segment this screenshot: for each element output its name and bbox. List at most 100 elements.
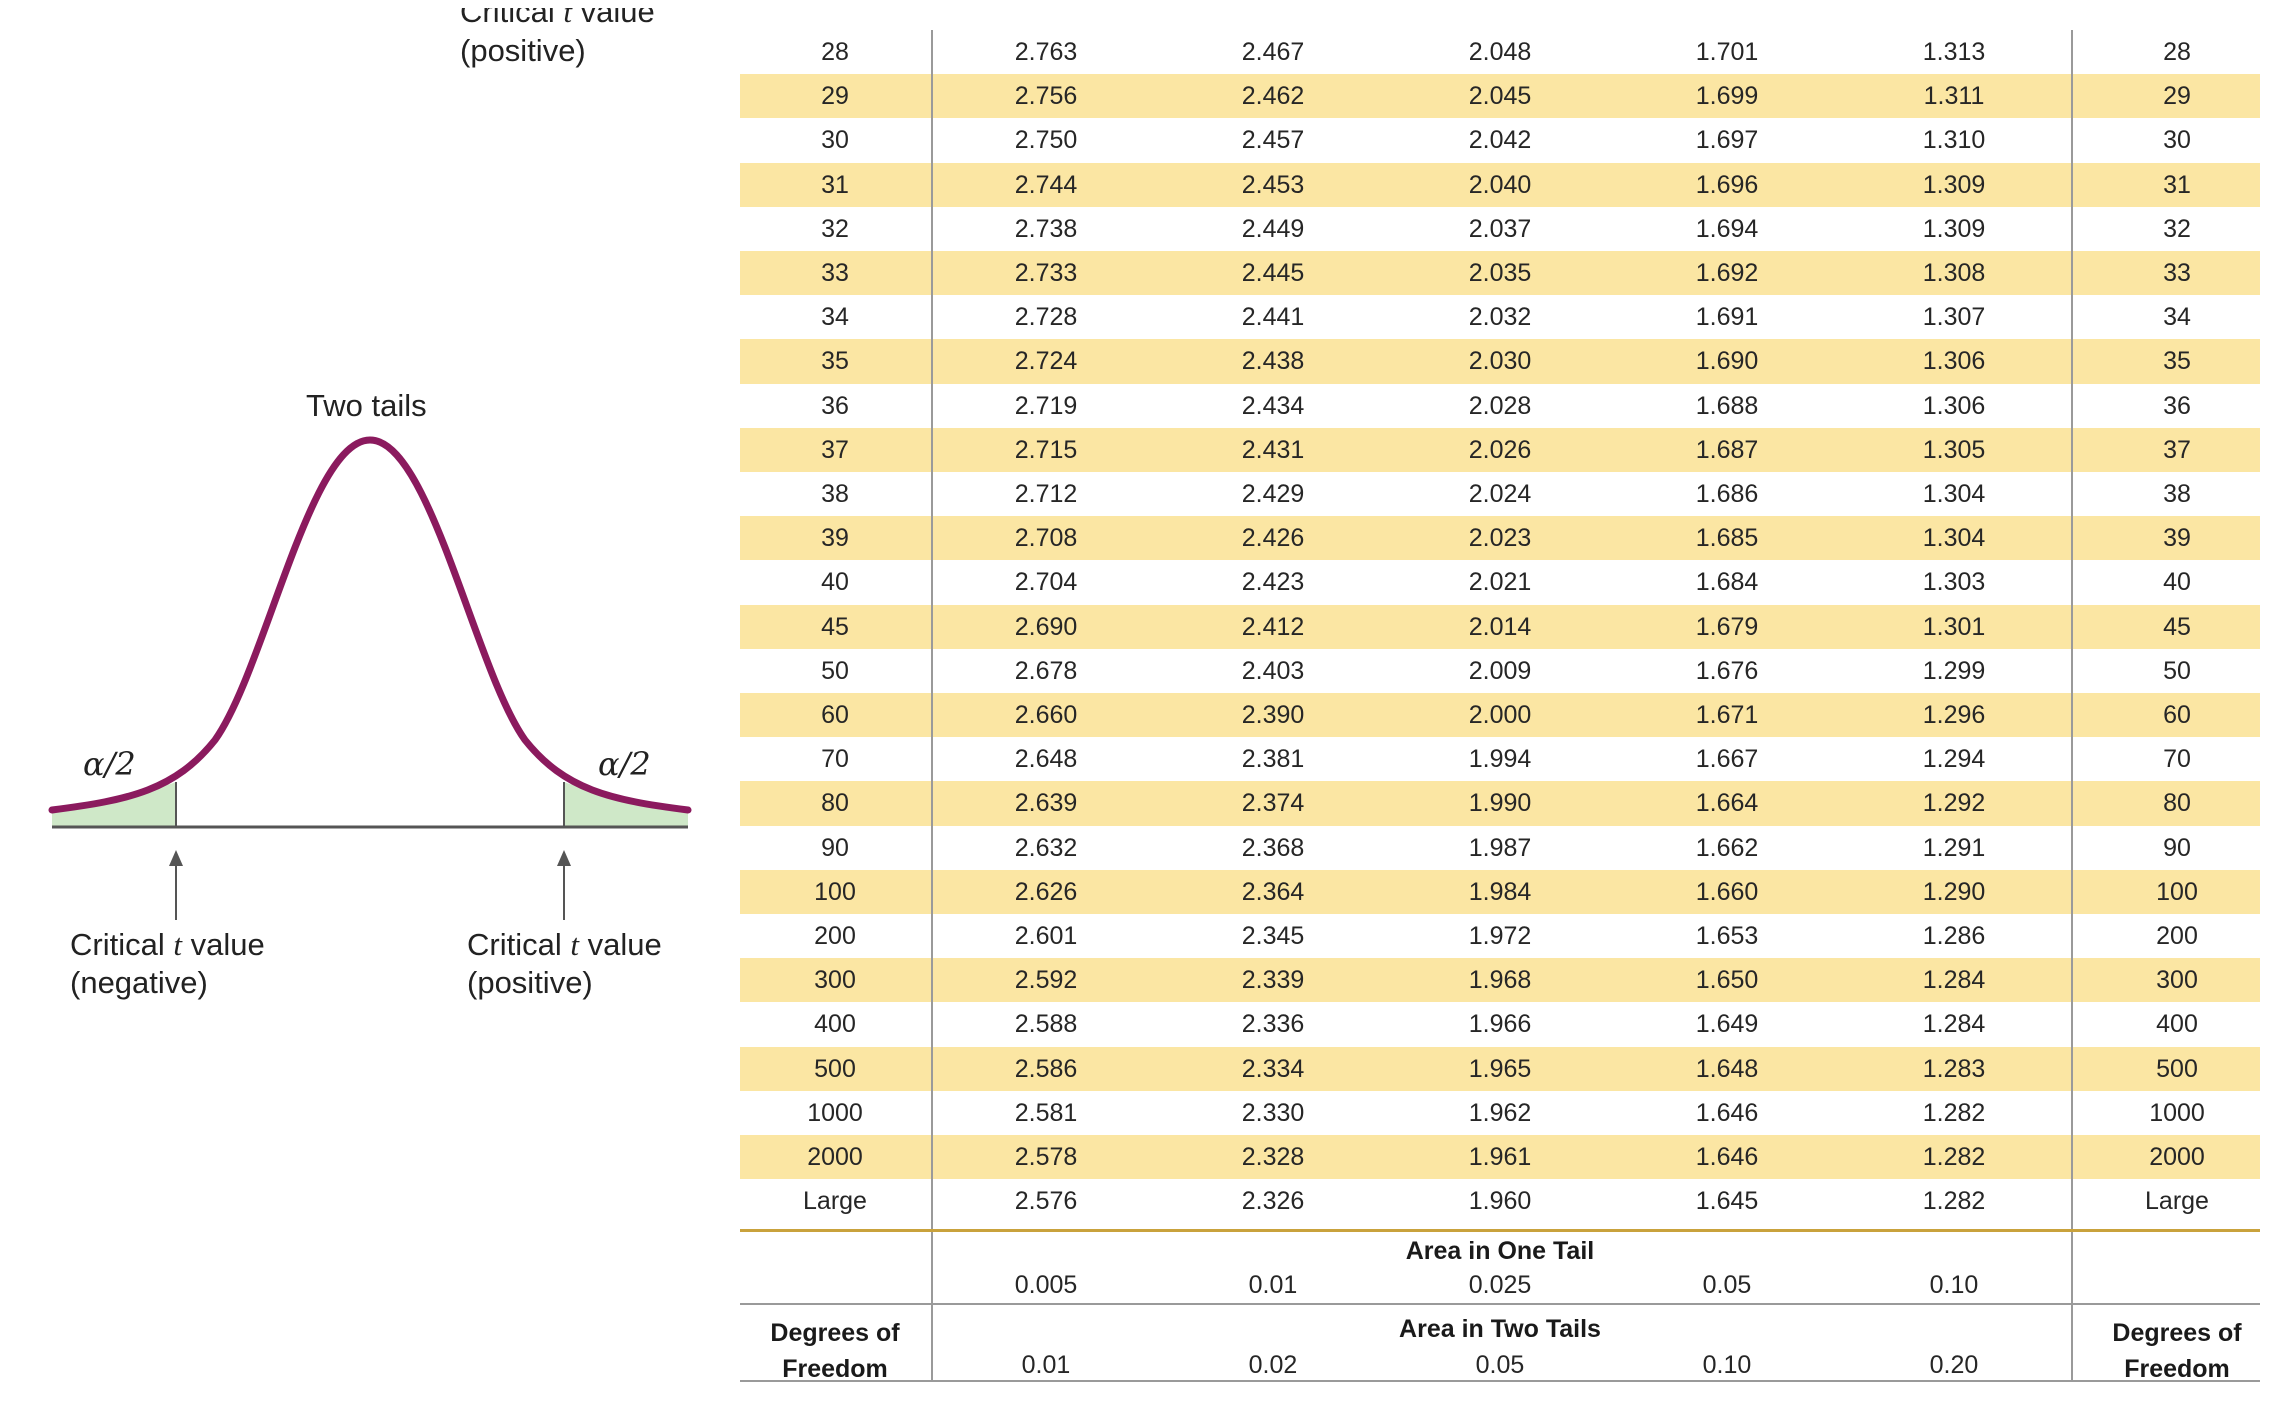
critical-value-cell: 1.307 (1922, 303, 1986, 332)
critical-value-cell: 2.756 (1014, 82, 1078, 111)
df-cell-right: 28 (2163, 38, 2191, 66)
df-cell: 39 (821, 524, 849, 553)
critical-value-cell: 1.687 (1695, 435, 1759, 464)
df-cell-right: 50 (2163, 656, 2191, 685)
df-cell-right: 60 (2163, 701, 2191, 729)
table-row: 200 2.601 2.345 1.972 1.653 1.286 200 (740, 914, 2260, 958)
critical-value-cell: 1.308 (1922, 259, 1986, 287)
table-row: 90 2.632 2.368 1.987 1.662 1.291 90 (740, 826, 2260, 870)
area-one-tail-title: Area in One Tail (1405, 1237, 1595, 1266)
df-cell: 30 (821, 126, 849, 155)
critical-value-cell: 2.704 (1014, 568, 1078, 597)
critical-value-cell: 2.403 (1241, 656, 1305, 685)
two-tail-area-value: 0.02 (1248, 1351, 1298, 1380)
critical-value-cell: 1.685 (1695, 524, 1759, 553)
critical-value-cell: 2.431 (1241, 435, 1305, 464)
df-cell: 37 (821, 435, 849, 464)
critical-value-cell: 1.684 (1695, 568, 1759, 597)
table-row: 45 2.690 2.412 2.014 1.679 1.301 45 (740, 604, 2260, 649)
bell-curve (48, 436, 692, 814)
critical-value-cell: 2.738 (1014, 214, 1078, 243)
critical-value-cell: 2.438 (1241, 347, 1305, 376)
critical-value-cell: 1.299 (1922, 656, 1986, 685)
column-divider-right (2071, 30, 2073, 1382)
table-row: 39 2.708 2.426 2.023 1.685 1.304 39 (740, 516, 2260, 561)
critical-value-cell: 1.649 (1695, 1010, 1759, 1039)
right-arrow-head (557, 850, 571, 866)
degrees-of-freedom-label-left: Degrees of Freedom (725, 1315, 945, 1387)
critical-value-cell: 1.662 (1695, 833, 1759, 862)
critical-value-cell: 1.699 (1695, 82, 1759, 111)
critical-value-cell: 1.691 (1695, 303, 1759, 332)
critical-value-cell: 2.330 (1241, 1098, 1305, 1127)
one-tail-area-value: 0.10 (1929, 1271, 1979, 1300)
df-cell: 2000 (807, 1143, 863, 1171)
critical-value-cell: 2.462 (1241, 82, 1305, 111)
df-cell-right: 32 (2163, 214, 2191, 243)
df-cell: 300 (814, 966, 856, 995)
critical-value-cell: 1.296 (1922, 701, 1986, 729)
critical-value-cell: 1.305 (1922, 435, 1986, 464)
one-tail-area-value: 0.025 (1468, 1271, 1532, 1300)
footer-bottom-rule (740, 1380, 2260, 1383)
critical-value-cell: 2.648 (1014, 745, 1078, 774)
critical-value-cell: 2.334 (1241, 1054, 1305, 1083)
critical-value-cell: 1.984 (1468, 877, 1532, 906)
critical-value-cell: 2.412 (1241, 612, 1305, 641)
table-row: 70 2.648 2.381 1.994 1.667 1.294 70 (740, 737, 2260, 781)
critical-value-cell: 1.701 (1695, 38, 1759, 66)
critical-value-cell: 1.304 (1922, 524, 1986, 553)
critical-value-cell: 1.304 (1922, 480, 1986, 508)
df-cell: 28 (821, 38, 849, 66)
critical-value-cell: 2.040 (1468, 170, 1532, 199)
critical-value-cell: 2.719 (1014, 391, 1078, 420)
critical-value-cell: 2.009 (1468, 656, 1532, 685)
critical-value-cell: 1.282 (1922, 1187, 1986, 1216)
critical-value-cell: 1.290 (1922, 877, 1986, 906)
critical-value-cell: 1.961 (1468, 1143, 1532, 1171)
critical-value-cell: 2.639 (1014, 789, 1078, 818)
critical-value-negative-label: Critical t value (negative) (70, 927, 265, 1000)
df-cell-right: 37 (2163, 435, 2191, 464)
two-tail-area-value: 0.01 (1021, 1351, 1071, 1380)
critical-value-cell: 2.037 (1468, 214, 1532, 243)
table-row: 2000 2.578 2.328 1.961 1.646 1.282 2000 (740, 1135, 2260, 1180)
critical-value-cell: 2.750 (1014, 126, 1078, 155)
critical-value-cell: 1.648 (1695, 1054, 1759, 1083)
df-cell-right: 70 (2163, 745, 2191, 774)
one-tail-area-value: 0.005 (1014, 1271, 1078, 1300)
critical-value-cell: 1.645 (1695, 1187, 1759, 1216)
table-row: 30 2.750 2.457 2.042 1.697 1.310 30 (740, 118, 2260, 162)
critical-value-cell: 1.679 (1695, 612, 1759, 641)
table-row: 500 2.586 2.334 1.965 1.648 1.283 500 (740, 1046, 2260, 1091)
df-cell: 33 (821, 259, 849, 287)
critical-value-cell: 1.653 (1695, 922, 1759, 950)
alpha-half-left-label: α/2 (83, 745, 136, 783)
critical-value-cell: 1.965 (1468, 1054, 1532, 1083)
critical-value-cell: 2.457 (1241, 126, 1305, 155)
df-cell-right: 200 (2156, 922, 2198, 950)
critical-value-cell: 2.712 (1014, 480, 1078, 508)
critical-value-cell: 2.733 (1014, 259, 1078, 287)
critical-value-cell: 2.390 (1241, 701, 1305, 729)
table-row: 35 2.724 2.438 2.030 1.690 1.306 35 (740, 339, 2260, 384)
critical-value-cell: 1.962 (1468, 1098, 1532, 1127)
critical-value-cell: 2.042 (1468, 126, 1532, 155)
critical-value-cell: 2.368 (1241, 833, 1305, 862)
critical-value-cell: 2.453 (1241, 170, 1305, 199)
critical-value-cell: 1.650 (1695, 966, 1759, 995)
dof-line2: Freedom (2124, 1355, 2230, 1384)
critical-value-cell: 1.688 (1695, 391, 1759, 420)
critical-value-cell: 1.960 (1468, 1187, 1532, 1216)
df-cell-right: 34 (2163, 303, 2191, 332)
critical-value-cell: 2.045 (1468, 82, 1532, 111)
critical-value-cell: 2.441 (1241, 303, 1305, 332)
critical-value-cell: 2.336 (1241, 1010, 1305, 1039)
critical-value-cell: 2.434 (1241, 391, 1305, 420)
critical-value-cell: 1.284 (1922, 966, 1986, 995)
critical-value-cell: 1.311 (1923, 82, 1985, 111)
table-row: 34 2.728 2.441 2.032 1.691 1.307 34 (740, 295, 2260, 339)
area-two-tails-title: Area in Two Tails (1399, 1315, 1601, 1344)
critical-value-cell: 2.576 (1014, 1187, 1078, 1216)
critical-value-cell: 2.592 (1014, 966, 1078, 995)
